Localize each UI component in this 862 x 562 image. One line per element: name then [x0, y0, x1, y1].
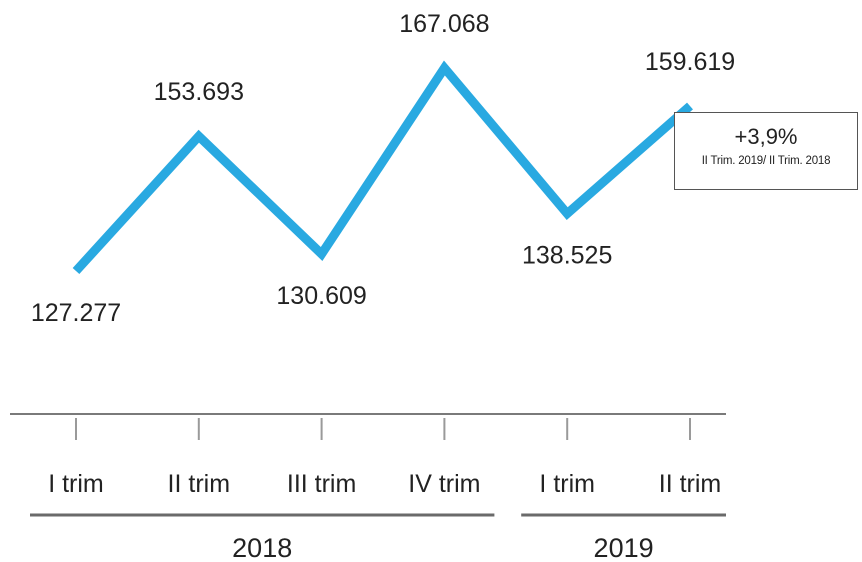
change-percent: +3,9%	[734, 124, 798, 149]
x-tick-label: I trim	[48, 470, 104, 498]
change-period-note: II Trim. 2019/ II Trim. 2018	[701, 155, 831, 167]
series-line	[72, 60, 693, 275]
year-label: 2019	[594, 533, 654, 562]
x-tick-label: II trim	[168, 470, 231, 498]
x-ticks	[75, 418, 691, 440]
data-label: 138.525	[522, 242, 612, 270]
x-tick-label: I trim	[539, 470, 595, 498]
x-tick-label: III trim	[287, 470, 356, 498]
data-label: 127.277	[31, 299, 121, 327]
data-label: 153.693	[154, 78, 244, 106]
data-label: 167.068	[399, 10, 489, 38]
change-annotation-box: +3,9% II Trim. 2019/ II Trim. 2018	[674, 112, 858, 190]
data-label: 130.609	[276, 282, 366, 310]
year-groups: 2018 2019	[30, 513, 726, 562]
data-label: 159.619	[645, 48, 735, 76]
data-labels: 127.277 153.693 130.609 167.068 138.525 159.6…	[31, 10, 735, 327]
x-tick-labels: I trim II trim III trim IV trim I trim II tri…	[48, 470, 721, 498]
x-tick-label: II trim	[659, 470, 722, 498]
x-tick-label: IV trim	[408, 470, 480, 498]
year-label: 2018	[232, 533, 292, 562]
